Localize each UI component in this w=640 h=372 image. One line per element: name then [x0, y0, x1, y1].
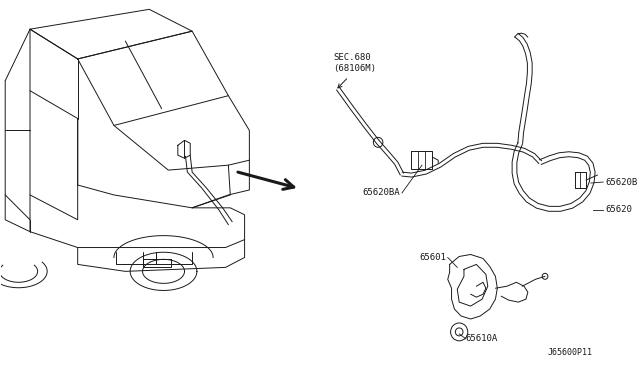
Text: J65600P11: J65600P11 [548, 348, 593, 357]
Text: 65610A: 65610A [466, 334, 498, 343]
Text: 65620BA: 65620BA [362, 189, 400, 198]
Text: 65620B: 65620B [605, 177, 637, 186]
Text: 65620: 65620 [605, 205, 632, 214]
Text: 65601: 65601 [419, 253, 446, 262]
Text: SEC.680
(68106M): SEC.680 (68106M) [333, 54, 376, 73]
